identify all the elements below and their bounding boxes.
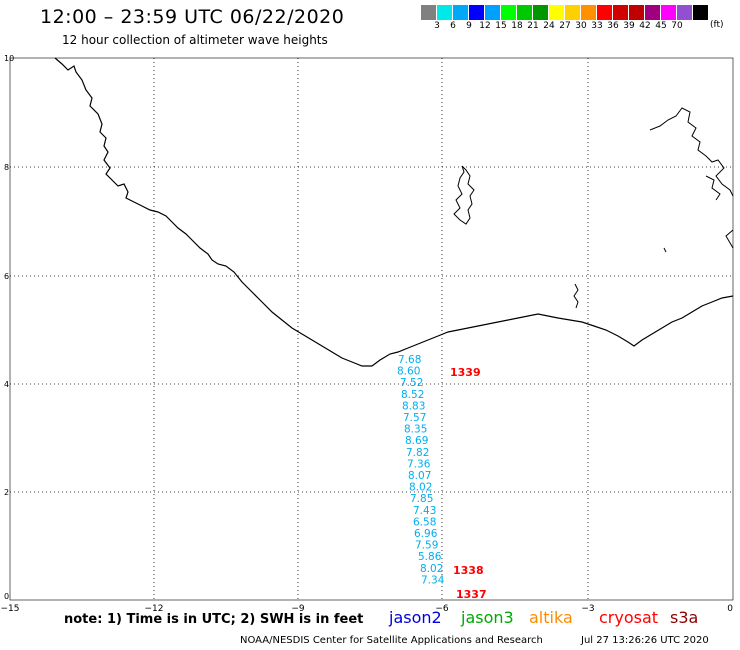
legend-swatch xyxy=(453,5,469,20)
time-label: 1337 xyxy=(456,588,487,601)
swh-value: 7.68 xyxy=(398,354,421,366)
legend-label: 30 xyxy=(575,21,587,31)
legend-swatch xyxy=(517,5,533,20)
x-tick-label: −3 xyxy=(581,604,594,614)
footer-note: note: 1) Time is in UTC; 2) SWH is in fe… xyxy=(64,612,364,627)
legend-label: 15 xyxy=(495,21,507,31)
legend-swatch xyxy=(661,5,677,20)
satellite-s3a: s3a xyxy=(670,608,699,627)
swh-value: 7.52 xyxy=(400,377,423,389)
swh-value: 7.34 xyxy=(421,574,445,586)
credit-text: NOAA/NESDIS Center for Satellite Applica… xyxy=(240,635,543,646)
time-label: 1339 xyxy=(450,366,481,379)
legend-label: 6 xyxy=(450,21,456,31)
grid-lines xyxy=(10,58,733,600)
satellite-cryosat: cryosat xyxy=(599,608,659,627)
legend-labels: 3 6 9 12 15 18 21 24 27 30 33 36 39 42 45 70 xyxy=(421,20,709,34)
legend-swatch xyxy=(565,5,581,20)
swh-value: 6.96 xyxy=(414,528,438,540)
legend-swatch xyxy=(469,5,485,20)
coastline-main xyxy=(54,57,734,367)
y-tick-label: 2 xyxy=(4,488,9,497)
satellite-jason2: jason2 xyxy=(389,608,442,627)
legend-unit: (ft) xyxy=(710,20,724,30)
legend-label: 36 xyxy=(607,21,619,31)
swh-value: 8.02 xyxy=(420,563,443,575)
legend-swatch xyxy=(629,5,645,20)
legend-label: 21 xyxy=(527,21,539,31)
legend-label: 18 xyxy=(511,21,523,31)
satellite-jason3: jason3 xyxy=(461,608,514,627)
y-tick-label: 0 xyxy=(4,592,9,601)
swh-value: 6.58 xyxy=(413,516,436,528)
swh-value: 8.07 xyxy=(408,470,431,482)
legend-label: 3 xyxy=(434,21,440,31)
swh-value: 7.43 xyxy=(413,505,436,517)
legend-label: 9 xyxy=(466,21,472,31)
legend-swatch xyxy=(645,5,661,20)
legend-swatch xyxy=(693,5,709,20)
legend-label: 39 xyxy=(623,21,635,31)
legend-swatch xyxy=(597,5,613,20)
legend-swatch xyxy=(533,5,549,20)
plot-frame xyxy=(9,57,734,601)
y-tick-label: 8 xyxy=(4,163,9,172)
x-tick-label: −6 xyxy=(435,604,449,614)
legend-swatch xyxy=(677,5,693,20)
y-axis-ticks: 0 2 4 6 8 10 xyxy=(4,54,14,601)
swh-value: 8.69 xyxy=(405,435,428,447)
legend-label: 45 xyxy=(655,21,667,31)
legend-label: 42 xyxy=(639,21,651,31)
x-tick-label: −9 xyxy=(291,604,305,614)
coastline-peninsula xyxy=(573,283,579,309)
x-tick-label: 0 xyxy=(727,604,733,614)
legend-label: 33 xyxy=(591,21,603,31)
legend-swatches xyxy=(421,5,709,20)
legend-swatch xyxy=(485,5,501,20)
legend-label: 24 xyxy=(543,21,555,31)
coastline-island xyxy=(453,165,475,225)
time-labels: 1339 1338 1337 xyxy=(450,366,487,601)
swh-track: 7.688.607.528.528.837.578.358.697.827.36… xyxy=(397,354,445,586)
swh-value: 7.57 xyxy=(403,412,426,424)
time-label: 1338 xyxy=(453,564,484,577)
swh-value: 8.52 xyxy=(401,389,424,401)
satellite-altika: altika xyxy=(529,608,573,627)
legend-swatch xyxy=(437,5,453,20)
y-tick-label: 4 xyxy=(4,380,9,389)
coastline-northeast xyxy=(649,107,734,249)
legend-swatch xyxy=(549,5,565,20)
swh-value: 8.35 xyxy=(404,424,427,436)
swh-value: 7.82 xyxy=(406,447,429,459)
x-tick-label: −15 xyxy=(1,604,20,614)
swh-value: 7.36 xyxy=(407,458,431,470)
x-axis-ticks: −15 −12 −9 −6 −3 0 xyxy=(1,604,734,614)
map-subtitle: 12 hour collection of altimeter wave hei… xyxy=(62,33,328,47)
swh-value: 7.85 xyxy=(410,493,433,505)
swh-value: 7.59 xyxy=(415,540,438,552)
map-title: 12:00 – 23:59 UTC 06/22/2020 xyxy=(40,6,345,28)
y-tick-label: 6 xyxy=(4,272,9,281)
y-tick-label: 10 xyxy=(4,54,14,63)
timestamp: Jul 27 13:26:26 UTC 2020 xyxy=(581,635,709,646)
coastline-islet xyxy=(663,247,667,253)
legend-label: 70 xyxy=(671,21,683,31)
swh-value: 8.02 xyxy=(409,482,432,494)
legend-swatch xyxy=(421,5,437,20)
legend-swatch xyxy=(581,5,597,20)
legend-swatch xyxy=(613,5,629,20)
swh-value: 5.86 xyxy=(418,551,442,563)
legend-label: 12 xyxy=(479,21,491,31)
legend-label: 27 xyxy=(559,21,571,31)
legend-swatch xyxy=(501,5,517,20)
color-legend: 3 6 9 12 15 18 21 24 27 30 33 36 39 42 45 70 xyxy=(421,5,709,34)
x-tick-label: −12 xyxy=(145,604,164,614)
swh-value: 8.60 xyxy=(397,366,420,378)
swh-value: 8.83 xyxy=(402,400,425,412)
